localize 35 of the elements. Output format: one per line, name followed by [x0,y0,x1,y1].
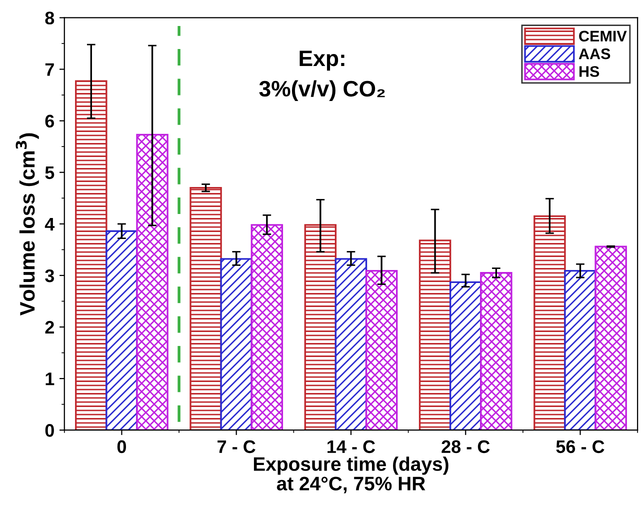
y-tick-label: 3 [45,269,54,282]
bar [365,270,398,430]
y-tick-label: 0 [45,424,54,437]
bar [250,224,284,430]
bar [304,224,337,430]
x-tick-label: 56 - C [556,440,604,454]
bar [418,240,452,430]
y-tick-label: 5 [45,166,54,180]
bar [190,186,222,430]
bar [220,258,252,430]
y-tick-label: 6 [45,114,54,128]
x-tick-label: 28 - C [442,440,490,454]
y-tick-label: 1 [46,372,54,386]
bar [594,246,627,430]
bar [136,134,168,430]
bar [75,80,108,430]
x-axis-title: Exposure time (days) at 24°C, 75% HR [254,456,448,494]
bar [106,230,138,430]
bar [480,272,512,430]
x-tick-label: 0 [117,440,126,454]
legend-label: CEMIV [579,30,627,42]
bar [534,215,566,430]
bar [564,270,596,430]
y-tick-label: 4 [44,218,55,230]
x-tick-label: 14 - C [328,440,376,454]
bar [334,258,368,430]
x-tick-label: 7 - C [218,440,256,454]
y-axis-title: Volume loss (cm$^{3}$) [16,133,39,316]
legend-label: AAS [578,48,610,60]
y-tick-label: 8 [45,12,54,24]
bar [449,281,482,430]
legend-label: HS [580,66,600,77]
y-tick-label: 2 [45,320,54,334]
annotation: Exp: 3%(v/v) CO₂ [259,50,385,101]
y-tick-label: 7 [45,63,54,76]
